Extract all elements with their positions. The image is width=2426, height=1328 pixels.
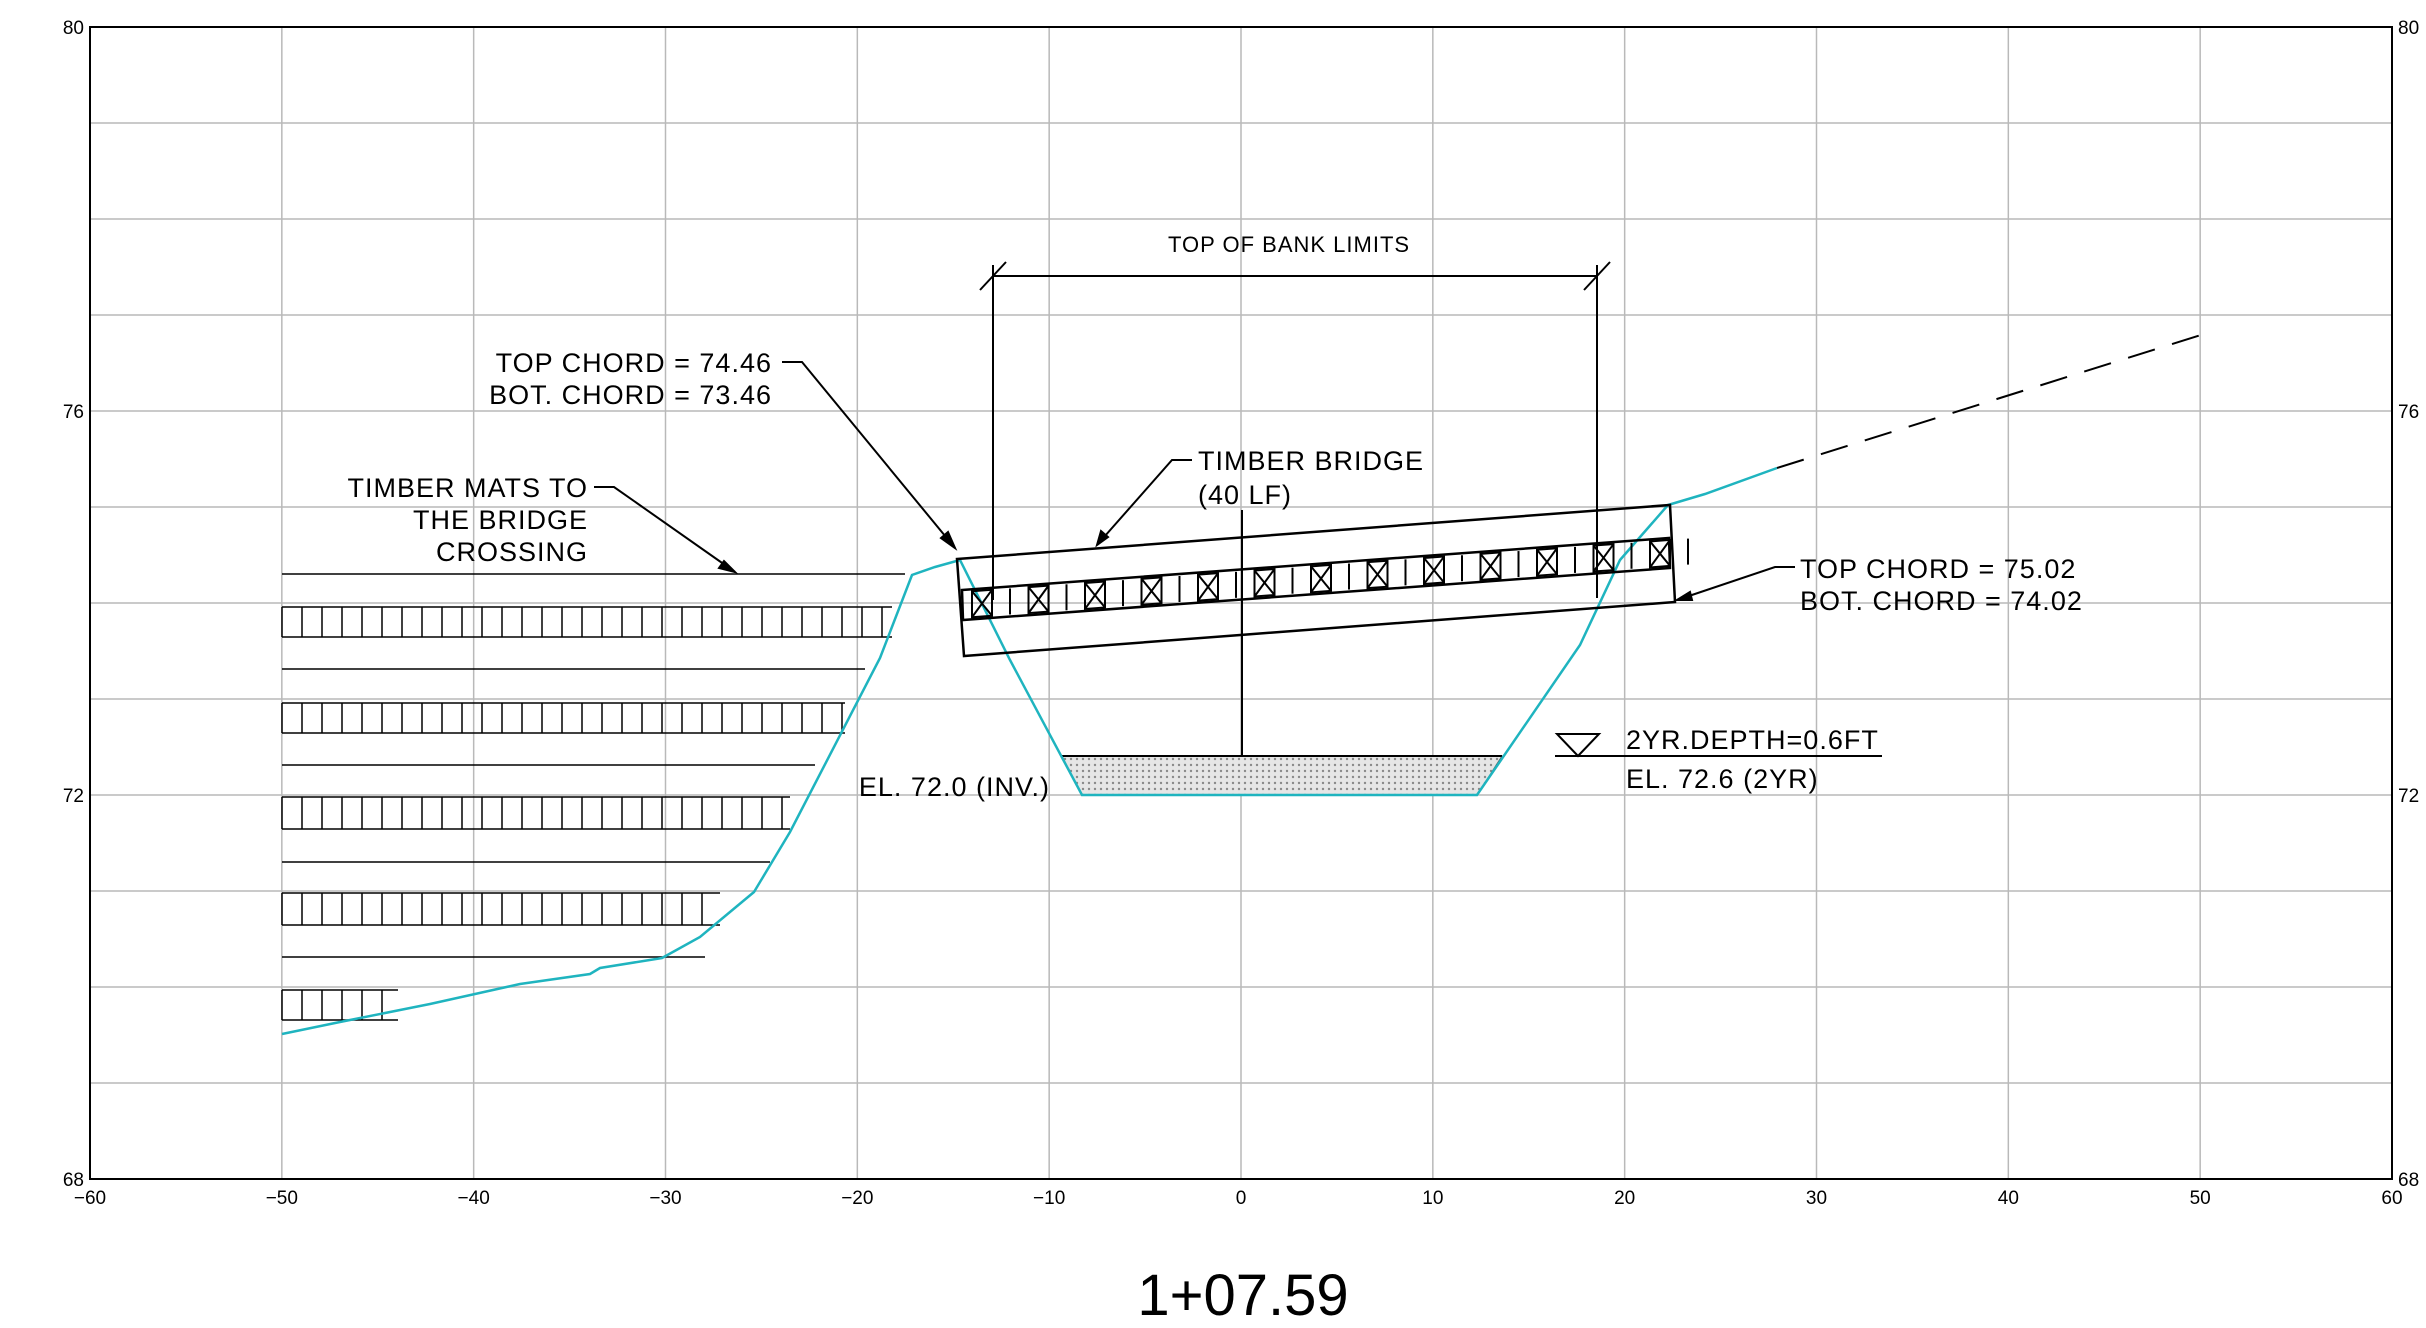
deck-brace <box>1140 576 1163 606</box>
plot-frame <box>89 26 2393 1180</box>
mats-arrow <box>717 559 739 574</box>
left-chord-leader <box>782 361 956 549</box>
deck-brace <box>1366 560 1389 589</box>
water-surface-symbol <box>1554 733 1882 758</box>
y-tick-label-right: 72 <box>2398 786 2419 807</box>
ground-profile-projection <box>1776 333 2205 469</box>
deck-brace <box>1027 585 1050 614</box>
x-tick-label: −10 <box>1033 1188 1065 1209</box>
x-tick-label: −20 <box>841 1188 873 1209</box>
bridge-label-2: (40 LF) <box>1198 480 1292 510</box>
left-chord-bot-label: BOT. CHORD = 73.46 <box>489 380 772 410</box>
y-tick-label-left: 68 <box>63 1170 84 1191</box>
x-tick-label: −60 <box>74 1188 106 1209</box>
bridge-outline <box>955 503 1677 658</box>
leaders <box>594 361 1795 601</box>
deck-brace <box>1649 539 1671 568</box>
water-fill <box>1061 755 1503 796</box>
bridge-arrow <box>1095 529 1110 548</box>
y-tick-label-left: 76 <box>63 402 84 423</box>
y-tick-label-right: 68 <box>2398 1170 2419 1191</box>
x-tick-label: 10 <box>1422 1188 1443 1209</box>
x-tick-label: −30 <box>649 1188 681 1209</box>
tob-tick-left <box>979 261 1007 291</box>
wse-triangle <box>1554 733 1602 758</box>
x-tick-label: 0 <box>1236 1188 1247 1209</box>
deck-brace <box>971 589 993 618</box>
x-tick-label: −50 <box>266 1188 298 1209</box>
mats-leader <box>594 486 736 573</box>
timber-mats-label-3: CROSSING <box>436 537 588 567</box>
x-tick-label: −40 <box>458 1188 490 1209</box>
x-tick-label: 60 <box>2381 1188 2402 1209</box>
deck-brace <box>1423 555 1445 585</box>
el-inv-label: EL. 72.0 (INV.) <box>859 772 1050 802</box>
right-chord-bot-label: BOT. CHORD = 74.02 <box>1800 586 2083 616</box>
left-chord-arrow <box>939 530 958 551</box>
depth-label: 2YR.DEPTH=0.6FT <box>1626 725 1879 755</box>
y-tick-label-right: 80 <box>2398 18 2419 39</box>
y-tick-label-right: 76 <box>2398 402 2419 423</box>
ground-profile-left <box>281 466 1778 1036</box>
top-of-bank-dimension: TOP OF BANK LIMITS <box>979 232 1611 600</box>
deck-brace <box>1253 568 1276 598</box>
tob-label: TOP OF BANK LIMITS <box>1168 232 1410 257</box>
x-tick-label: 30 <box>1806 1188 1827 1209</box>
right-chord-top-label: TOP CHORD = 75.02 <box>1800 554 2076 584</box>
y-tick-label-left: 80 <box>63 18 84 39</box>
deck-brace <box>1536 547 1558 577</box>
deck-brace <box>1197 572 1219 602</box>
timber-mats-label-1: TIMBER MATS TO <box>347 473 588 503</box>
axis-ticks: −60 −50 −40 −30 −20 −10 0 10 20 30 40 50 60 80 76 72 68 8… <box>63 18 2419 1209</box>
right-chord-arrow <box>1673 590 1694 601</box>
y-tick-label-left: 72 <box>63 786 84 807</box>
x-tick-label: 40 <box>1998 1188 2019 1209</box>
deck-brace <box>1479 551 1502 581</box>
x-tick-label: 50 <box>2190 1188 2211 1209</box>
bridge-leader <box>1096 459 1192 546</box>
bridge-deck <box>960 536 1672 622</box>
timber-mats-label-2: THE BRIDGE <box>413 505 588 535</box>
bridge-label-1: TIMBER BRIDGE <box>1198 446 1424 476</box>
el-2yr-label: EL. 72.6 (2YR) <box>1626 764 1819 794</box>
timber-bridge <box>955 503 1689 756</box>
x-tick-label: 20 <box>1614 1188 1635 1209</box>
station-label: 1+07.59 <box>1137 1263 1348 1328</box>
left-chord-top-label: TOP CHORD = 74.46 <box>496 348 772 378</box>
deck-brace <box>1084 580 1106 610</box>
right-chord-leader <box>1676 566 1795 601</box>
tob-tick-right <box>1583 261 1611 291</box>
deck-brace <box>1310 564 1332 593</box>
timber-mats <box>281 573 905 1021</box>
